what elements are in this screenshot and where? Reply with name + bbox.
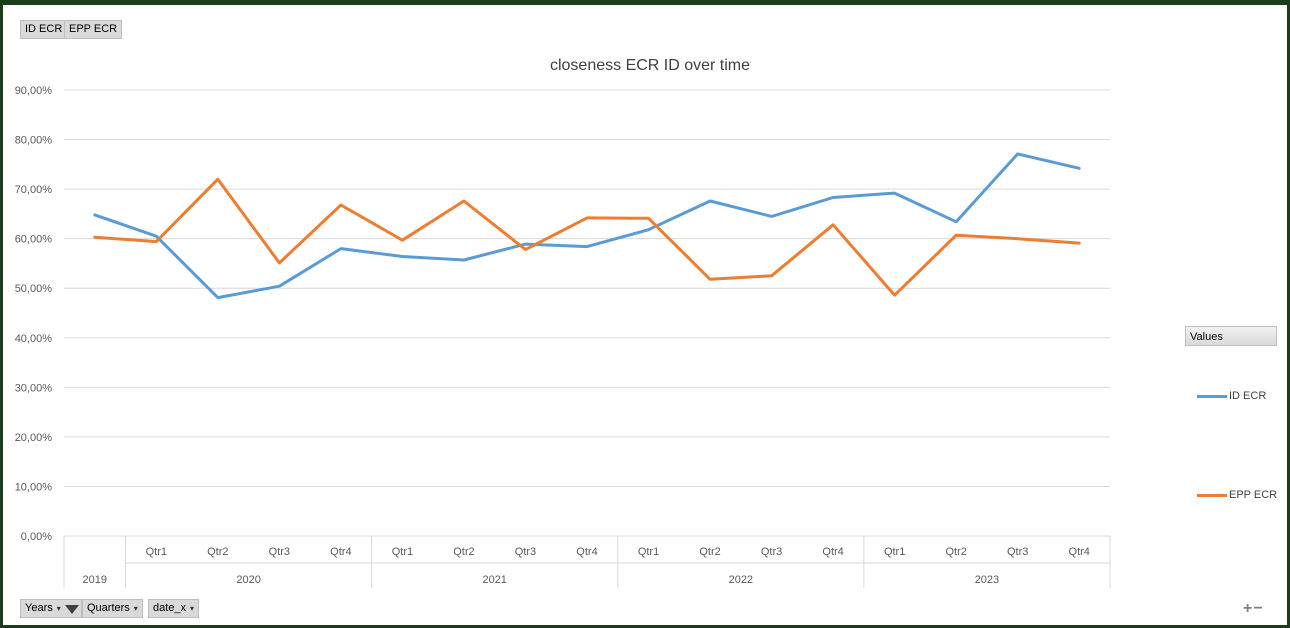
x-tick-label: Qtr1 [638, 546, 659, 558]
field-button-date-x[interactable]: date_x ▾ [148, 599, 200, 618]
x-tick-label: Qtr1 [146, 546, 167, 558]
legend-item-epp-ecr: EPP ECR [1197, 489, 1277, 501]
x-tick-label: Qtr3 [515, 546, 536, 558]
x-tick-label: Qtr4 [822, 546, 843, 558]
x-year-label: 2020 [236, 574, 260, 586]
zoom-controls: +− [1243, 600, 1264, 618]
dropdown-icon: ▾ [190, 604, 195, 613]
field-button-label: EPP ECR [69, 23, 118, 35]
x-year-label: 2019 [83, 574, 107, 586]
legend-label-epp-ecr: EPP ECR [1229, 489, 1278, 501]
field-button-years[interactable]: Years ▾ [20, 599, 82, 618]
legend-title[interactable]: Values [1185, 326, 1277, 346]
legend-swatch-id-ecr [1197, 394, 1227, 398]
x-tick-label: Qtr2 [453, 546, 474, 558]
dropdown-icon: ▾ [133, 604, 138, 613]
legend-swatch-epp-ecr [1197, 493, 1227, 497]
zoom-in-icon[interactable]: + [1243, 600, 1254, 617]
y-tick-label: 70,00% [15, 184, 53, 196]
legend: Values [1185, 326, 1277, 346]
x-year-label: 2021 [482, 574, 506, 586]
dropdown-icon: ▾ [56, 604, 61, 613]
y-tick-label: 90,00% [15, 85, 53, 97]
series-line-epp-ecr [93, 177, 1081, 297]
chart-title: closeness ECR ID over time [550, 57, 750, 74]
x-tick-label: Qtr3 [269, 546, 290, 558]
x-axis: Qtr1 Qtr2 Qtr3 Qtr4 Qtr1 Qtr2 Qtr3 Qtr4 Qtr1 Qtr2… [63, 535, 1111, 588]
series-lines [93, 152, 1081, 300]
x-tick-label: Qtr3 [1007, 546, 1028, 558]
x-tick-label: Qtr1 [884, 546, 905, 558]
x-tick-label: Qtr2 [207, 546, 228, 558]
y-axis-ticks: 0,00% 10,00% 20,00% 30,00% 40,00% 50,00% 60,00… [15, 85, 53, 543]
x-tick-label: Qtr2 [699, 546, 720, 558]
x-year-label: 2022 [729, 574, 753, 586]
field-button-label: ID ECR [25, 23, 63, 35]
filter-icon [64, 605, 79, 614]
field-button-label: Years [25, 602, 53, 614]
x-tick-label: Qtr1 [392, 546, 413, 558]
y-tick-label: 50,00% [15, 283, 53, 295]
x-tick-label: Qtr4 [576, 546, 597, 558]
y-tick-label: 0,00% [21, 531, 52, 543]
field-button-id-ecr[interactable]: ID ECR [20, 20, 68, 39]
y-tick-label: 30,00% [15, 382, 53, 394]
field-button-epp-ecr[interactable]: EPP ECR [64, 20, 123, 39]
y-tick-label: 10,00% [15, 481, 53, 493]
zoom-out-icon[interactable]: − [1253, 600, 1264, 617]
legend-item-id-ecr: ID ECR [1197, 390, 1266, 402]
y-tick-label: 80,00% [15, 135, 53, 147]
x-tick-label: Qtr3 [761, 546, 782, 558]
x-tick-label: Qtr2 [945, 546, 966, 558]
legend-label-id-ecr: ID ECR [1229, 390, 1267, 402]
gridlines [64, 89, 1110, 537]
y-tick-label: 60,00% [15, 234, 53, 246]
x-year-label: 2023 [975, 574, 999, 586]
x-tick-label: Qtr4 [1069, 546, 1090, 558]
series-line-id-ecr [93, 152, 1081, 300]
field-button-label: Quarters [87, 602, 130, 614]
field-button-quarters[interactable]: Quarters ▾ [82, 599, 143, 618]
x-tick-label: Qtr4 [330, 546, 351, 558]
y-tick-label: 20,00% [15, 432, 53, 444]
y-tick-label: 40,00% [15, 333, 53, 345]
field-button-label: date_x [153, 602, 187, 614]
